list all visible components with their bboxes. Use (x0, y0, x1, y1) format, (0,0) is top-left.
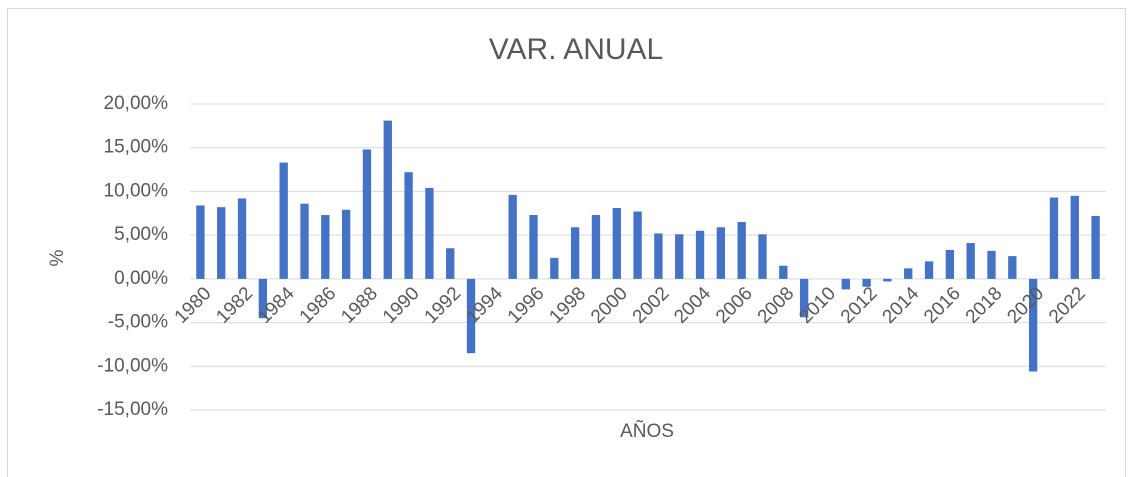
bar (1091, 215, 1100, 279)
bar (1028, 278, 1038, 372)
bar (841, 278, 850, 290)
y-tick-label: 20,00% (104, 93, 169, 114)
bar (695, 230, 705, 279)
bar (1070, 195, 1079, 279)
bar (633, 211, 642, 279)
bar (529, 215, 538, 279)
bar (362, 149, 372, 279)
bar (612, 208, 621, 279)
bar (279, 162, 288, 279)
bar (196, 205, 205, 279)
bar (300, 203, 309, 279)
bar (924, 261, 934, 279)
bar (675, 234, 684, 279)
bar (716, 227, 726, 279)
bar (799, 278, 809, 318)
bar (758, 234, 767, 279)
bar (446, 248, 455, 279)
bar (383, 120, 392, 279)
bar (258, 278, 268, 319)
bar (237, 198, 247, 279)
bar (550, 257, 559, 279)
y-tick-label: 10,00% (104, 180, 169, 201)
y-tick-label: 5,00% (114, 224, 168, 245)
bar (945, 250, 955, 279)
y-axis-label: % (47, 249, 68, 266)
y-tick-label: -15,00% (97, 399, 168, 420)
chart-title: VAR. ANUAL (489, 33, 664, 66)
bar (570, 227, 580, 279)
bar (425, 187, 434, 279)
bar (883, 278, 892, 282)
bar (508, 194, 517, 279)
bar (1049, 197, 1059, 279)
y-tick-label: 0,00% (114, 268, 168, 289)
chart-border (7, 8, 1126, 477)
bar (987, 250, 996, 279)
bar (404, 172, 413, 279)
bar (966, 243, 975, 279)
bar (217, 207, 226, 279)
bar (341, 209, 351, 279)
bar (654, 233, 663, 279)
bar (591, 215, 601, 279)
bar (321, 215, 330, 279)
bar (779, 265, 788, 279)
bar (1008, 256, 1017, 279)
bar (862, 278, 871, 287)
bar (737, 222, 746, 279)
y-tick-label: -10,00% (97, 355, 168, 376)
bar (466, 278, 476, 354)
x-axis-label: AÑOS (620, 420, 674, 442)
y-tick-label: -5,00% (108, 312, 168, 333)
bar (904, 268, 913, 279)
y-tick-label: 15,00% (104, 137, 169, 158)
